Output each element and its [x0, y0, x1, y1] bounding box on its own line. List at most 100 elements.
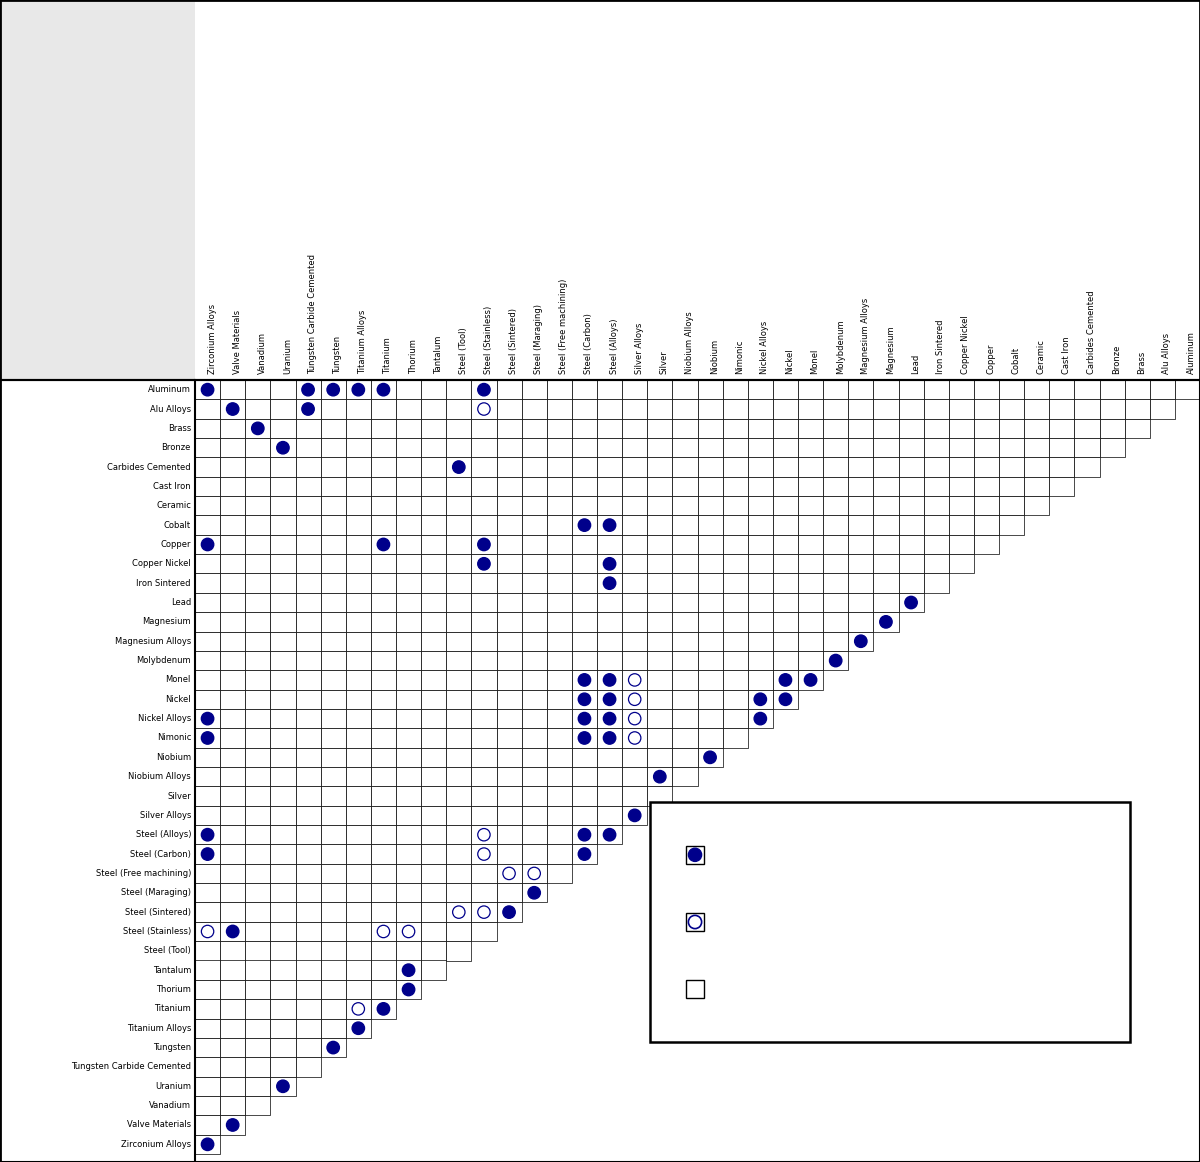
- Bar: [320, 961, 346, 980]
- Bar: [497, 787, 522, 805]
- Bar: [320, 400, 346, 418]
- Bar: [773, 593, 798, 612]
- Bar: [220, 729, 245, 747]
- Bar: [522, 632, 547, 651]
- Bar: [346, 883, 371, 903]
- Circle shape: [754, 712, 767, 725]
- Bar: [497, 593, 522, 612]
- Bar: [572, 438, 598, 458]
- Bar: [446, 418, 472, 438]
- Bar: [697, 612, 722, 632]
- Bar: [194, 903, 220, 921]
- Circle shape: [629, 809, 641, 822]
- Bar: [446, 845, 472, 863]
- Bar: [572, 729, 598, 747]
- Bar: [697, 458, 722, 476]
- Bar: [472, 689, 497, 709]
- Bar: [446, 496, 472, 516]
- Bar: [270, 554, 295, 574]
- Bar: [622, 593, 647, 612]
- Bar: [1099, 400, 1124, 418]
- Text: Vanadium: Vanadium: [258, 332, 266, 374]
- Bar: [773, 651, 798, 670]
- Bar: [371, 574, 396, 593]
- Bar: [245, 476, 270, 496]
- Bar: [295, 863, 320, 883]
- Bar: [346, 709, 371, 729]
- Bar: [320, 612, 346, 632]
- Bar: [371, 709, 396, 729]
- Bar: [270, 418, 295, 438]
- Bar: [722, 418, 748, 438]
- Circle shape: [629, 674, 641, 686]
- Circle shape: [689, 848, 702, 861]
- Bar: [924, 574, 949, 593]
- Bar: [1124, 400, 1150, 418]
- Bar: [748, 689, 773, 709]
- Bar: [194, 863, 220, 883]
- Bar: [421, 689, 446, 709]
- Bar: [686, 846, 703, 863]
- Bar: [598, 516, 622, 535]
- Text: Titanium: Titanium: [155, 1004, 191, 1013]
- Bar: [295, 767, 320, 787]
- Bar: [722, 670, 748, 689]
- Bar: [672, 593, 697, 612]
- Bar: [798, 670, 823, 689]
- Bar: [346, 418, 371, 438]
- Bar: [245, 1077, 270, 1096]
- Text: Cast Iron: Cast Iron: [154, 482, 191, 490]
- Text: Valve Materials: Valve Materials: [233, 310, 241, 374]
- Bar: [697, 496, 722, 516]
- Bar: [998, 476, 1024, 496]
- Bar: [472, 729, 497, 747]
- Bar: [547, 535, 572, 554]
- Bar: [598, 438, 622, 458]
- Bar: [497, 845, 522, 863]
- Text: Molybdenum: Molybdenum: [137, 657, 191, 665]
- Bar: [421, 476, 446, 496]
- Bar: [798, 632, 823, 651]
- Bar: [823, 400, 848, 418]
- Bar: [194, 941, 220, 961]
- Bar: [245, 709, 270, 729]
- Bar: [572, 689, 598, 709]
- Bar: [647, 632, 672, 651]
- Bar: [472, 921, 497, 941]
- Bar: [1124, 380, 1150, 400]
- Bar: [650, 802, 1130, 1042]
- Bar: [722, 651, 748, 670]
- Bar: [371, 767, 396, 787]
- Bar: [622, 670, 647, 689]
- Bar: [572, 805, 598, 825]
- Bar: [320, 554, 346, 574]
- Bar: [672, 554, 697, 574]
- Bar: [497, 883, 522, 903]
- Text: Carbides Cemented: Carbides Cemented: [107, 462, 191, 472]
- Bar: [748, 400, 773, 418]
- Bar: [647, 729, 672, 747]
- Text: Lead: Lead: [170, 598, 191, 607]
- Bar: [547, 651, 572, 670]
- Bar: [998, 516, 1024, 535]
- Bar: [194, 1019, 220, 1038]
- Text: Silver Alloys: Silver Alloys: [139, 811, 191, 820]
- Bar: [472, 496, 497, 516]
- Text: Monel: Monel: [810, 349, 820, 374]
- Bar: [220, 554, 245, 574]
- Text: Magnesium Alloys: Magnesium Alloys: [860, 297, 870, 374]
- Bar: [522, 883, 547, 903]
- Bar: [722, 458, 748, 476]
- Bar: [245, 632, 270, 651]
- Bar: [346, 863, 371, 883]
- Bar: [874, 400, 899, 418]
- Bar: [245, 903, 270, 921]
- Bar: [899, 496, 924, 516]
- Bar: [522, 535, 547, 554]
- Circle shape: [302, 383, 314, 396]
- Bar: [194, 883, 220, 903]
- Bar: [697, 380, 722, 400]
- Bar: [497, 496, 522, 516]
- Bar: [547, 825, 572, 845]
- Bar: [320, 747, 346, 767]
